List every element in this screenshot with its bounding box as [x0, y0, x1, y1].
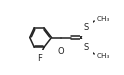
- Text: CH₃: CH₃: [96, 53, 110, 59]
- Text: S: S: [84, 22, 89, 32]
- Text: O: O: [58, 47, 65, 56]
- Text: S: S: [84, 44, 89, 52]
- Text: F: F: [37, 54, 42, 63]
- Text: CH₃: CH₃: [96, 16, 110, 22]
